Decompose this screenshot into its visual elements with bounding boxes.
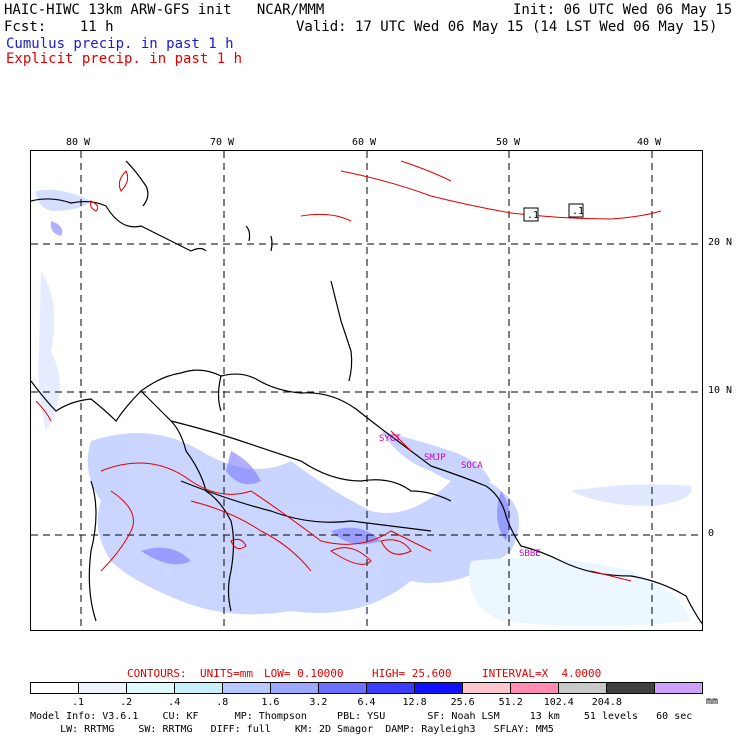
- colorbar-swatch: [463, 683, 511, 693]
- city-label-soca: SOCA: [461, 461, 483, 471]
- model-info-line1: Model Info: V3.6.1 CU: KF MP: Thompson P…: [30, 711, 693, 722]
- colorbar-tick-label: 3.2: [309, 697, 328, 708]
- colorbar-swatch: [415, 683, 463, 693]
- colorbar-swatch: [655, 683, 702, 693]
- explicit-legend: Explicit precip. in past 1 h: [6, 51, 243, 67]
- colorbar-tick-label: .4: [168, 697, 181, 708]
- coastlines: [31, 160, 702, 625]
- model-info-line2: LW: RRTMG SW: RRTMG DIFF: full KM: 2D Sm…: [30, 724, 554, 735]
- colorbar-swatch: [319, 683, 367, 693]
- lat-label-20n: 20 N: [708, 237, 733, 248]
- max-markers: [523, 203, 584, 222]
- colorbar-swatch: [559, 683, 607, 693]
- lon-label-40w: 40 W: [637, 137, 662, 148]
- colorbar-swatch: [175, 683, 223, 693]
- colorbar-swatch: [127, 683, 175, 693]
- city-label-smjp: SMJP: [424, 453, 446, 463]
- graticule: [31, 151, 702, 630]
- colorbar-tick-label: 102.4: [543, 697, 574, 708]
- cumulus-precip-field: [36, 189, 692, 626]
- colorbar-swatch: [79, 683, 127, 693]
- valid-time: Valid: 17 UTC Wed 06 May 15 (14 LST Wed …: [296, 19, 718, 35]
- precip-map: .1 .1 SBBE SMJP SOCA SYGT: [30, 150, 703, 631]
- colorbar-swatch: [223, 683, 271, 693]
- colorbar-tick-label: 204.8: [591, 697, 622, 708]
- lat-label-10n: 10 N: [708, 385, 733, 396]
- colorbar-tick-label: .2: [120, 697, 133, 708]
- colorbar-tick-label: .1: [72, 697, 85, 708]
- lon-label-60w: 60 W: [352, 137, 377, 148]
- colorbar-swatch: [271, 683, 319, 693]
- colorbar-tick-label: .8: [216, 697, 229, 708]
- max-marker-2: .1: [572, 206, 585, 217]
- colorbar-tick-label: 1.6: [261, 697, 280, 708]
- lon-label-50w: 50 W: [496, 137, 521, 148]
- lon-label-70w: 70 W: [210, 137, 235, 148]
- colorbar-tick-label: 51.2: [498, 697, 523, 708]
- contours-high: HIGH= 25.600: [372, 667, 452, 680]
- colorbar-tick-label: 25.6: [450, 697, 475, 708]
- colorbar-swatch: [607, 683, 655, 693]
- explicit-precip-contours: [35, 160, 662, 582]
- contours-label: CONTOURS:: [127, 667, 187, 680]
- contours-units: UNITS=mm: [200, 667, 253, 680]
- lat-label-0: 0: [708, 528, 715, 539]
- city-label-sbbe: SBBE: [519, 549, 541, 559]
- city-label-sygt: SYGT: [379, 434, 401, 444]
- max-marker-1: .1: [527, 210, 540, 221]
- colorbar-unit: mm: [706, 696, 719, 707]
- contours-interval: INTERVAL=X 4.0000: [482, 667, 602, 680]
- colorbar: [30, 682, 703, 694]
- init-time: Init: 06 UTC Wed 06 May 15: [513, 2, 733, 18]
- cumulus-legend: Cumulus precip. in past 1 h: [6, 36, 234, 52]
- colorbar-tick-label: 12.8: [402, 697, 427, 708]
- colorbar-tick-label: 6.4: [357, 697, 376, 708]
- lon-label-80w: 80 W: [66, 137, 91, 148]
- map-canvas: [31, 151, 702, 630]
- forecast-hour: Fcst: 11 h: [4, 19, 114, 35]
- colorbar-swatch: [367, 683, 415, 693]
- cumulus-precip-cores: [50, 221, 510, 565]
- plot-title: HAIC-HIWC 13km ARW-GFS init NCAR/MMM: [4, 2, 325, 18]
- colorbar-swatch: [31, 683, 79, 693]
- colorbar-swatch: [511, 683, 559, 693]
- contours-low: LOW= 0.10000: [264, 667, 344, 680]
